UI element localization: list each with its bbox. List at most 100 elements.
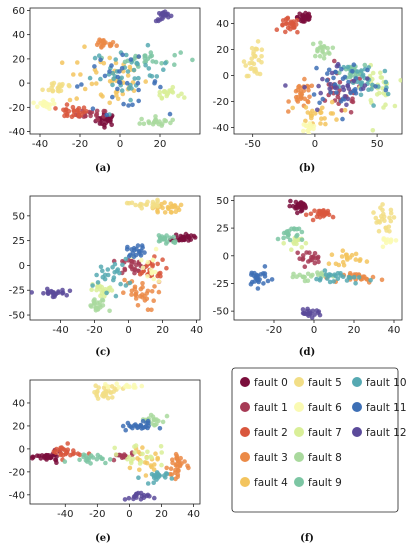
data-point (150, 414, 156, 420)
points (248, 198, 399, 320)
data-point (303, 212, 309, 218)
data-point (262, 264, 268, 269)
data-point (302, 274, 308, 280)
data-point (98, 264, 104, 270)
data-point (156, 289, 162, 295)
y-tick-label: -25 (9, 286, 25, 297)
data-point (148, 50, 154, 55)
data-point (147, 73, 153, 78)
data-point (104, 112, 109, 118)
data-point (134, 491, 139, 497)
data-point (124, 80, 130, 86)
data-point (138, 422, 143, 428)
data-point (381, 91, 386, 96)
data-point (300, 201, 306, 206)
data-point (50, 83, 55, 88)
data-point (339, 66, 344, 72)
data-point (139, 270, 144, 276)
data-point (258, 272, 264, 277)
data-point (122, 497, 128, 502)
data-point (133, 202, 138, 208)
data-point (71, 108, 76, 113)
data-point (320, 208, 326, 214)
data-point (165, 204, 171, 210)
data-point (88, 461, 93, 466)
cluster-fault-2 (274, 15, 300, 35)
data-point (308, 311, 313, 317)
x-tick-label: 40 (190, 325, 203, 336)
data-point (124, 200, 130, 206)
data-point (170, 457, 175, 463)
data-point (109, 63, 114, 68)
data-point (339, 254, 345, 259)
data-point (167, 111, 173, 117)
data-point (302, 278, 308, 284)
data-point (51, 290, 57, 295)
data-point (95, 306, 100, 312)
data-point (320, 76, 325, 82)
data-point (315, 270, 320, 275)
data-point (296, 226, 302, 232)
data-point (274, 27, 280, 32)
data-point (286, 99, 291, 104)
cluster-fault-2 (303, 208, 336, 223)
data-point (149, 307, 154, 313)
y-tick-label: 25 (216, 224, 229, 235)
data-point (129, 258, 134, 264)
data-point (381, 105, 386, 110)
data-point (130, 425, 135, 431)
legend-label: fault 5 (308, 377, 342, 389)
data-point (152, 284, 157, 289)
data-point (306, 16, 312, 22)
x-tick-label: 40 (187, 509, 200, 520)
data-point (313, 111, 318, 116)
data-point (135, 456, 140, 461)
data-point (186, 238, 191, 243)
data-point (126, 495, 132, 501)
data-point (298, 92, 304, 98)
data-point (314, 65, 319, 71)
data-point (308, 274, 314, 279)
data-point (118, 281, 123, 287)
data-point (349, 252, 355, 258)
data-point (168, 201, 174, 206)
cluster-fault-12 (122, 490, 157, 502)
data-point (145, 449, 150, 455)
data-point (125, 73, 131, 78)
data-point (317, 100, 322, 106)
data-point (134, 60, 140, 66)
data-point (155, 197, 160, 203)
y-tick-label: 20 (12, 421, 25, 432)
data-point (320, 96, 326, 102)
data-point (243, 63, 248, 68)
data-point (98, 76, 103, 82)
data-point (299, 206, 305, 211)
data-point (128, 97, 133, 103)
cluster-fault-1 (295, 250, 321, 270)
data-point (322, 268, 328, 273)
data-point (105, 272, 111, 278)
data-point (149, 269, 155, 275)
x-tick-label: 0 (311, 325, 317, 336)
data-point (102, 73, 108, 79)
data-point (309, 115, 314, 121)
data-point (100, 456, 105, 462)
data-point (77, 452, 83, 458)
cluster-fault-11 (124, 243, 147, 260)
data-point (383, 87, 389, 93)
data-point (88, 453, 94, 458)
data-point (143, 202, 149, 207)
data-point (129, 288, 135, 294)
data-point (136, 75, 141, 81)
data-point (101, 385, 107, 391)
data-point (322, 45, 327, 50)
data-point (82, 86, 88, 92)
data-point (286, 109, 291, 114)
data-point (153, 451, 158, 457)
data-point (303, 118, 308, 124)
data-point (125, 420, 131, 426)
data-point (131, 385, 137, 390)
data-point (182, 95, 187, 100)
cluster-fault-2 (53, 102, 89, 120)
data-point (280, 22, 285, 28)
